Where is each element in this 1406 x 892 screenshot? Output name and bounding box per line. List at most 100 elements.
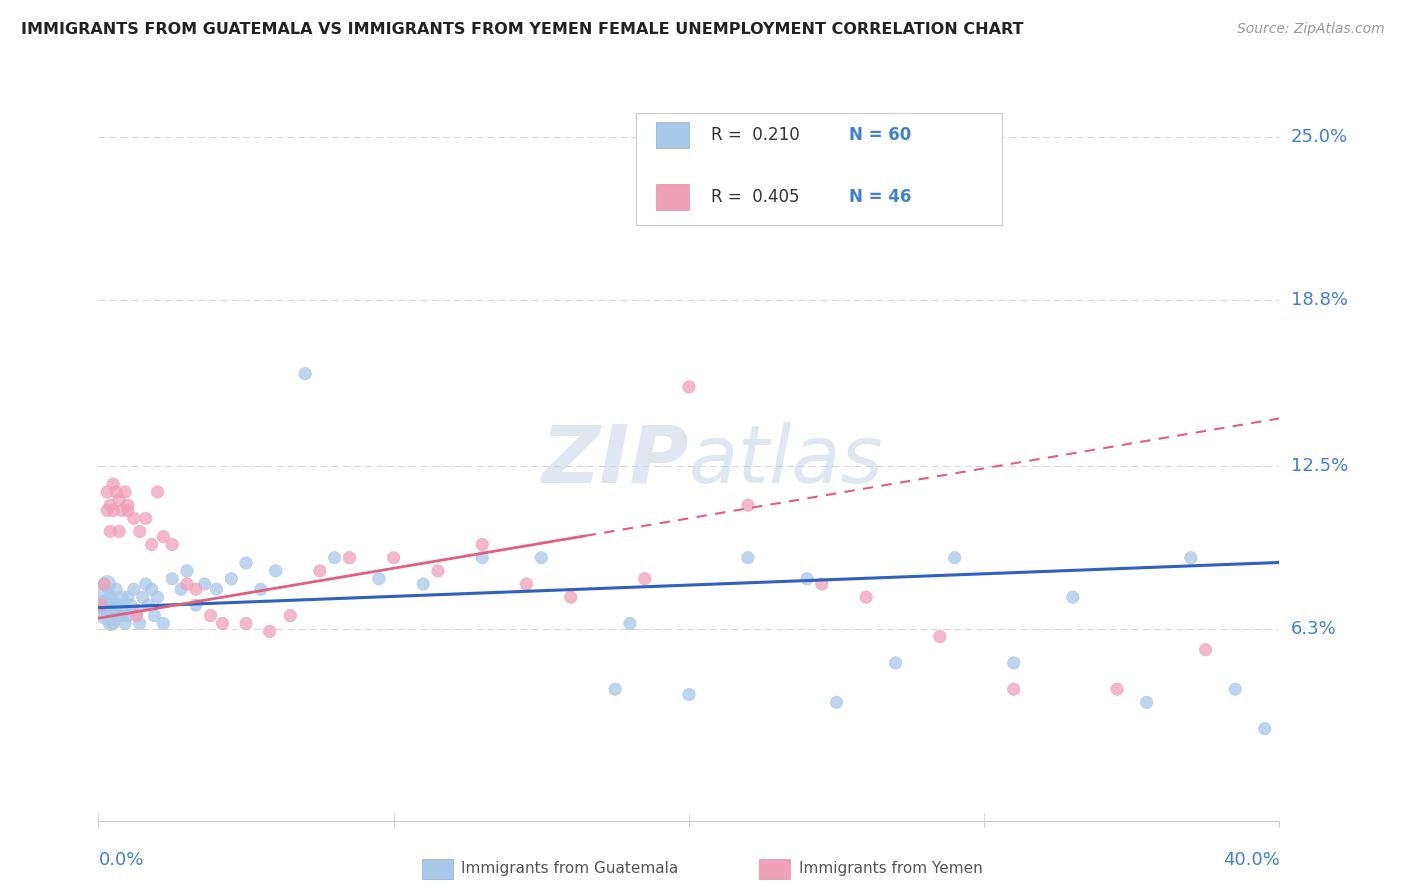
Text: 25.0%: 25.0% — [1291, 128, 1348, 146]
Point — [117, 590, 139, 604]
Point — [122, 511, 145, 525]
Point — [855, 590, 877, 604]
Point — [280, 608, 302, 623]
Text: Source: ZipAtlas.com: Source: ZipAtlas.com — [1237, 22, 1385, 37]
Point — [103, 603, 125, 617]
Point — [250, 582, 273, 597]
Point — [105, 598, 128, 612]
Text: R =  0.405: R = 0.405 — [710, 188, 799, 206]
Point — [1195, 642, 1218, 657]
Point — [90, 598, 112, 612]
Point — [98, 616, 121, 631]
Point — [427, 564, 450, 578]
Point — [117, 503, 139, 517]
Point — [122, 582, 145, 597]
Point — [103, 477, 125, 491]
Point — [221, 572, 243, 586]
Point — [128, 616, 150, 631]
Point — [605, 682, 627, 697]
Point — [412, 577, 434, 591]
Text: 18.8%: 18.8% — [1291, 291, 1347, 310]
Point — [111, 503, 134, 517]
Point — [93, 577, 115, 591]
Point — [184, 598, 207, 612]
Point — [117, 498, 139, 512]
Point — [1136, 695, 1159, 709]
FancyBboxPatch shape — [655, 184, 689, 210]
Point — [184, 582, 207, 597]
Point — [117, 608, 139, 623]
Text: Immigrants from Guatemala: Immigrants from Guatemala — [461, 862, 679, 876]
Point — [108, 492, 131, 507]
Point — [135, 511, 157, 525]
FancyBboxPatch shape — [636, 112, 1002, 225]
Point — [138, 598, 160, 612]
Point — [884, 656, 907, 670]
Point — [132, 590, 155, 604]
Point — [120, 598, 142, 612]
Point — [1002, 656, 1025, 670]
Point — [825, 695, 848, 709]
Point — [678, 688, 700, 702]
Point — [103, 503, 125, 517]
Point — [162, 572, 183, 586]
Point — [98, 590, 121, 604]
Point — [105, 582, 128, 597]
Point — [108, 524, 131, 539]
Point — [146, 590, 169, 604]
Point — [96, 485, 118, 500]
Point — [96, 603, 118, 617]
Point — [1254, 722, 1277, 736]
Point — [125, 603, 148, 617]
Point — [1225, 682, 1247, 697]
Point — [90, 590, 112, 604]
Point — [235, 616, 257, 631]
Point — [143, 608, 166, 623]
Point — [98, 498, 121, 512]
Point — [125, 608, 148, 623]
Point — [96, 577, 118, 591]
Point — [560, 590, 582, 604]
Point — [146, 485, 169, 500]
Text: atlas: atlas — [689, 422, 884, 500]
Point — [382, 550, 405, 565]
Text: 40.0%: 40.0% — [1223, 851, 1279, 869]
Point — [619, 616, 641, 631]
Point — [128, 524, 150, 539]
Text: Immigrants from Yemen: Immigrants from Yemen — [799, 862, 983, 876]
Point — [93, 598, 115, 612]
Point — [737, 550, 759, 565]
Point — [205, 582, 228, 597]
Text: IMMIGRANTS FROM GUATEMALA VS IMMIGRANTS FROM YEMEN FEMALE UNEMPLOYMENT CORRELATI: IMMIGRANTS FROM GUATEMALA VS IMMIGRANTS … — [21, 22, 1024, 37]
Point — [105, 485, 128, 500]
Point — [323, 550, 346, 565]
FancyBboxPatch shape — [655, 121, 689, 148]
Text: R =  0.210: R = 0.210 — [710, 126, 800, 144]
Text: ZIP: ZIP — [541, 422, 689, 500]
Point — [176, 564, 198, 578]
Point — [194, 577, 217, 591]
Point — [678, 380, 700, 394]
Point — [1002, 682, 1025, 697]
Point — [368, 572, 391, 586]
Point — [108, 598, 131, 612]
Point — [111, 608, 134, 623]
Point — [259, 624, 281, 639]
Point — [1062, 590, 1084, 604]
Point — [103, 616, 125, 631]
Point — [211, 616, 233, 631]
Point — [1180, 550, 1202, 565]
Point — [471, 538, 494, 552]
Point — [294, 367, 316, 381]
Point — [93, 608, 115, 623]
Point — [108, 608, 131, 623]
Point — [135, 577, 157, 591]
Point — [309, 564, 332, 578]
Point — [1107, 682, 1129, 697]
Point — [170, 582, 193, 597]
Point — [111, 590, 134, 604]
Text: N = 46: N = 46 — [849, 188, 911, 206]
Point — [530, 550, 553, 565]
Text: N = 60: N = 60 — [849, 126, 911, 144]
Point — [176, 577, 198, 591]
